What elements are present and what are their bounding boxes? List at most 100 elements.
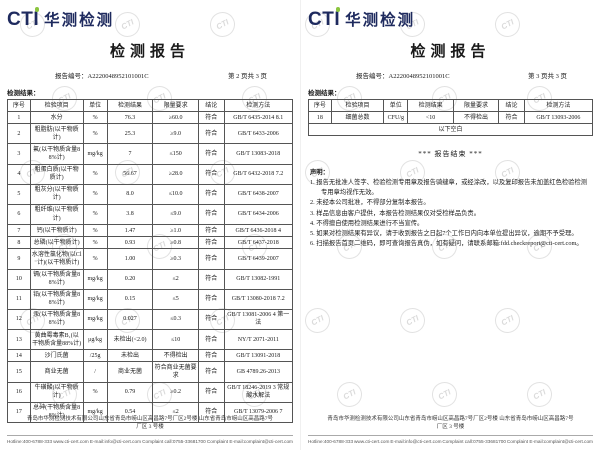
- table-header-row: 序号 检验项目 单位 检测结果 限量要求 结论 检测方法: [7, 98, 294, 113]
- table-cell: %: [82, 203, 108, 226]
- table-cell: %: [82, 248, 108, 270]
- table-cell: 细菌总数: [330, 111, 385, 125]
- table-row: 3 氟(以干物质含量88%计) mg/kg 7 ≤150 符合 GB/T 13083-201…: [7, 143, 294, 165]
- table-cell: %: [82, 224, 108, 238]
- table-cell: 0.79: [106, 381, 154, 403]
- table-cell: 符合: [197, 268, 225, 290]
- table-cell: ≤2: [152, 268, 199, 290]
- table-cell: GB/T 13083-2018: [223, 143, 294, 165]
- table-row: 6 粗纤维(以干物质计)% 3.8 ≤9.0 符合 GB/T 6434-2006: [7, 203, 294, 226]
- table-row: 2 粗脂肪(以干物质计)% 25.3 ≥9.0 符合 GB/T 6433-2006: [7, 123, 294, 145]
- results-table: 序号 检验项目 单位 检测结果 限量要求 结论 检测方法 1 水分% 76.3 ≥60.0 符合 GB/…: [7, 98, 294, 423]
- table-cell: ≥9.0: [152, 123, 199, 145]
- results-table: 序号 检验项目 单位 检测结果 限量要求 结论 检测方法 18 细菌总数 CFU/g <10 不得检出…: [308, 98, 594, 137]
- table-cell: 25.3: [106, 123, 154, 145]
- table-cell: 符合: [197, 236, 225, 250]
- table-cell: 符合: [197, 308, 225, 331]
- table-cell: GB/T 6435-2014 8.1: [223, 111, 294, 125]
- table-cell: 18: [308, 111, 332, 125]
- cti-logo-chinese: 华测检测: [44, 12, 115, 29]
- table-cell: ≥60.0: [152, 111, 199, 125]
- table-cell: 符合: [197, 248, 225, 270]
- report-end-marker: *** 报告结束 ***: [418, 150, 483, 159]
- table-cell: %: [82, 123, 108, 145]
- column-header: 结论: [197, 98, 225, 113]
- page-title: 检测报告: [410, 44, 491, 60]
- column-header: 检验项目: [29, 98, 84, 113]
- logo-green-dot-icon: [335, 7, 341, 12]
- table-cell: ≤2: [152, 401, 199, 423]
- declaration-label: 声明：: [310, 169, 329, 177]
- table-cell: ≤150: [152, 143, 199, 165]
- table-cell: mg/kg: [82, 268, 108, 290]
- column-header: 限量要求: [452, 98, 500, 113]
- table-cell: GB/T 13079-2006 7: [223, 401, 294, 423]
- table-cell: ≤10.0: [152, 183, 199, 205]
- table-cell: 4: [7, 163, 31, 185]
- table-cell: ≥1.0: [152, 224, 199, 238]
- blank-below-note: 以下空白: [308, 123, 593, 137]
- complaint-email: Complaint E-mail:complaint@cti-cert.com: [206, 439, 293, 444]
- table-cell: 7: [106, 143, 154, 165]
- table-cell: 符合: [197, 381, 225, 403]
- declaration-item: 2. 未经本公司批准，不得部分复制本报告。: [310, 199, 430, 207]
- table-row: 16 牛磺酸(以干物质计)% 0.79 ≥0.2 符合 GB/T 18246-2019 3…: [7, 381, 294, 403]
- table-cell: 符合: [197, 349, 225, 363]
- column-header: 结论: [498, 98, 525, 113]
- page-title: 检测报告: [109, 44, 190, 60]
- declaration-section: 声明： 1. 报告无批准人签字、检验检测专用章及报告骑缝章，或经涂改，以及复印报…: [308, 168, 593, 249]
- results-section-label: 检测结果：: [7, 90, 40, 97]
- table-cell: 15: [7, 361, 31, 383]
- hotline: Hotline:400-6788-333: [7, 439, 53, 444]
- table-cell: ≥0.2: [152, 381, 199, 403]
- table-cell: 符合: [197, 288, 225, 310]
- table-cell: GB/T 6434-2006: [223, 203, 294, 226]
- declaration-item: 1. 报告无批准人签字、检验检测专用章及报告骑缝章，或经涂改，以及复印报告未加盖…: [310, 179, 588, 197]
- table-cell: %: [82, 236, 108, 250]
- report-page-3: CTI 华测检测 检测报告 报告编号：A2220048952101001C 第 …: [300, 0, 600, 450]
- table-cell: GB/T 13091-2018: [223, 349, 294, 363]
- table-cell: 14: [7, 349, 31, 363]
- table-cell: 2: [7, 123, 31, 145]
- table-cell: 6: [7, 203, 31, 226]
- table-cell: mg/kg: [82, 401, 108, 423]
- table-row: 9 水溶性氯化物(以Cl⁻计)(以干物质计)% 1.00 ≥0.3 符合 GB/T 643…: [7, 248, 294, 270]
- table-cell: %: [82, 111, 108, 125]
- table-cell: mg/kg: [82, 288, 108, 310]
- complaint-email: Complaint E-mail:complaint@cti-cert.com: [506, 439, 593, 444]
- table-cell: ≥0.8: [152, 236, 199, 250]
- table-row: 14 沙门氏菌/25g 未检出 不得检出 符合 GB/T 13091-2018: [7, 349, 294, 363]
- table-row: 4 粗蛋白质(以干物质计)% 56.67 ≥28.0 符合 GB/T 6432-2018 …: [7, 163, 294, 185]
- table-cell: μg/kg: [82, 329, 108, 351]
- table-cell: 镉(以干物质含量88%计): [29, 268, 84, 290]
- table-cell: 8: [7, 236, 31, 250]
- table-cell: GB/T 6436-2018 4: [223, 224, 294, 238]
- email: E-mail:info@cti-cert.com: [390, 439, 442, 444]
- column-header: 检验项目: [330, 98, 385, 113]
- table-row: 11 铅(以干物质含量88%计) mg/kg 0.15 ≤5 符合 GB/T 13080-2…: [7, 288, 294, 310]
- cti-logo-text: CTI: [308, 7, 341, 30]
- complaint-call: Complaint call:0755-33681700: [442, 439, 506, 444]
- table-cell: 0.54: [106, 401, 154, 423]
- table-cell: ≤0.3: [152, 308, 199, 331]
- table-cell: 符合: [197, 329, 225, 351]
- table-cell: %: [82, 381, 108, 403]
- table-cell: 粗灰分(以干物质计): [29, 183, 84, 205]
- table-header-row: 序号 检验项目 单位 检测结果 限量要求 结论 检测方法: [308, 98, 594, 113]
- column-header: 检测方法: [523, 98, 594, 113]
- declaration-item: 5. 如果对检测结果有异议，请于收到报告之日起7个工作日内向本单位提出异议，逾期…: [310, 229, 578, 237]
- table-cell: 沙门氏菌: [29, 349, 84, 363]
- report-meta: 报告编号：A2220048952101001C 第 3 页共 3 页: [308, 70, 593, 80]
- column-header: 序号: [308, 98, 332, 113]
- table-cell: mg/kg: [82, 308, 108, 331]
- table-row: 10 镉(以干物质含量88%计) mg/kg 0.20 ≤2 符合 GB/T 13082-1…: [7, 268, 294, 290]
- table-cell: GB/T 6439-2007: [223, 248, 294, 270]
- table-cell: 符合: [197, 123, 225, 145]
- page-footer: 青岛市华测检测技术有限公司山东省青岛市崂山区高昌路7号厂区2号楼 山东省青岛市崂…: [308, 415, 593, 444]
- declaration-item: 6. 扫描报告首页二维码，即可查询报告真伪，如有疑问，请联系邮箱:fdd.che…: [310, 239, 583, 247]
- report-page-2: CTI 华测检测 检测报告 报告编号：A2220048952101001C 第 …: [7, 7, 294, 444]
- column-header: 序号: [7, 98, 31, 113]
- page-indicator: 第 2 页共 3 页: [228, 73, 267, 80]
- declaration-item: 3. 样品信息由客户提供，本报告检测结果仅对受检样品负责。: [310, 209, 481, 217]
- table-cell: mg/kg: [82, 143, 108, 165]
